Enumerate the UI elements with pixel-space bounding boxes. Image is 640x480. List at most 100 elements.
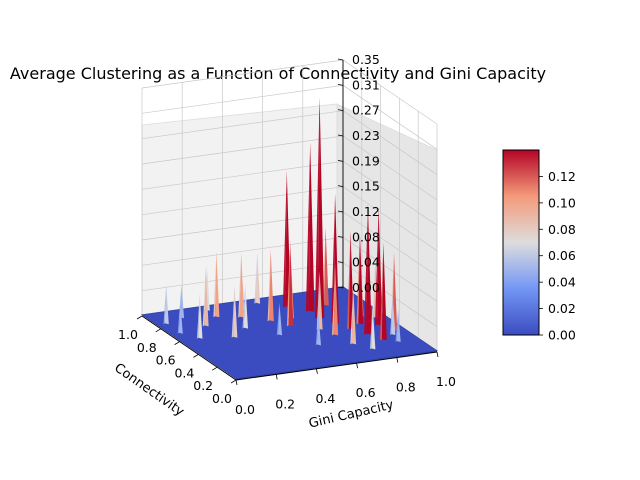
z-tick-mark [337,109,344,112]
surface-peak-shade [202,267,206,327]
colorbar-tick-label: 0.12 [548,169,576,184]
surface-peak-shade [196,293,200,339]
surface-peak-shade [390,252,394,331]
z-tick-label: 0.27 [352,103,380,118]
x-tick-mark [174,341,180,345]
surface-peak-shade [163,285,167,325]
surface-peak [358,233,364,325]
surface-peak [215,252,220,318]
surface-peak [318,96,325,319]
y-tick-label: 0.8 [396,380,416,395]
surface-peak [269,249,274,322]
z-tick-label: 0.04 [352,255,380,270]
surface-peak-shade [331,193,336,324]
surface-peak-shade [177,301,181,334]
x-tick-mark [211,366,218,371]
surface-peak-shade [364,204,368,335]
z-tick-label: 0.23 [352,128,380,143]
surface-peak-shade [178,285,182,319]
surface-peak [381,242,387,341]
colorbar-tick-label: 0.08 [548,222,576,237]
y-tick-mark [235,379,238,386]
surface-peak-shade [267,249,271,322]
z-tick-label: 0.00 [352,280,380,295]
colorbar: 0.00 0.02 0.04 0.06 0.08 0.10 0.12 [502,149,576,343]
y-tick-mark [356,363,358,369]
z-tick-label: 0.08 [352,229,380,244]
surface-peak-shade [315,312,319,346]
surface-peak-shade [369,303,373,350]
surface-peak-shade [375,208,379,326]
surface-peak-shade [314,96,320,319]
surface-peak-shade [254,251,258,304]
surface-peak [239,252,245,318]
surface-peak [351,285,357,345]
z-tick-mark [337,185,344,188]
z-tick-mark [337,159,344,162]
surface-peak [243,283,248,329]
surface-peak-shade [276,302,280,336]
colorbar-tick-label: 0.02 [548,301,576,316]
y-tick-label: 0.6 [356,385,376,400]
surface-peak-shade [305,142,311,312]
x-tick-label: 0.6 [156,353,176,368]
y-tick-label: 0.4 [315,391,335,406]
z-tick-mark [337,58,344,61]
z-tick-mark [337,210,344,213]
x-tick-label: 1.0 [118,327,138,342]
surface-peak-shade [395,309,399,342]
surface-peak-shade [238,252,242,318]
z-tick-mark [337,261,344,264]
y-tick-mark [275,374,278,380]
surface-peak-shade [372,259,376,319]
surface [140,96,439,380]
surface-peak [333,263,339,336]
surface-peak [371,303,376,350]
surface-peak-shade [282,170,287,308]
surface-peak [391,296,396,335]
surface-peak-shade [347,231,351,330]
colorbar-gradient [502,149,540,336]
x-tick-mark [136,315,143,320]
surface-peak [198,293,203,339]
surface-peak [324,227,329,306]
z-tick-label: 0.35 [352,52,380,67]
colorbar-tick-label: 0.04 [548,275,576,290]
x-tick-mark [230,379,237,384]
y-tick-mark [436,351,439,358]
y-tick-mark [316,368,318,374]
surface-peak [233,285,238,338]
z-tick-mark [337,286,344,289]
surface-peak [377,208,383,326]
surface-peak [366,204,372,335]
y-tick-label: 1.0 [436,374,456,389]
x-tick-mark [155,328,162,333]
axes [141,60,438,381]
surface-peak [318,271,323,330]
surface-peak-shade [231,285,235,338]
z-tick-mark [337,83,344,86]
x-tick-label: 0.2 [193,378,213,393]
surface-peak-shade [242,283,246,329]
surface-peak-shade [380,242,384,341]
z-tick-label: 0.19 [352,153,380,168]
z-tick-mark [337,134,344,137]
surface-peak-shade [350,285,354,345]
z-axis-ticks: 0.00 0.04 0.08 0.12 0.15 0.19 0.23 0.27 0.31 0.35 [337,52,380,295]
colorbar-tick-label: 0.10 [548,195,576,210]
surface-peak-shade [390,296,393,335]
surface-peak [278,302,283,336]
surface-peak [288,241,294,327]
surface-peak [255,251,261,304]
x-tick-mark [193,354,199,358]
surface-peak [308,142,315,312]
x-tick-label: 0.8 [137,340,157,355]
y-axis-ticks: 0.0 0.2 0.4 0.6 0.8 1.0 [235,351,456,417]
colorbar-tick-label: 0.06 [548,248,576,263]
surface-peak [164,285,169,325]
z-tick-label: 0.31 [352,77,380,92]
surface-peak [178,301,183,334]
surface-peak [204,267,209,327]
y-tick-label: 0.0 [235,402,255,417]
